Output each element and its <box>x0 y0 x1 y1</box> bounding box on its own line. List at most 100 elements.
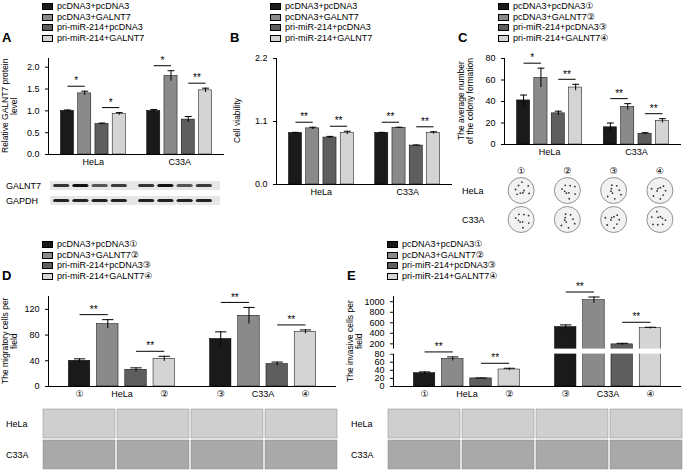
svg-text:④: ④ <box>656 166 664 176</box>
svg-text:**: ** <box>435 341 443 352</box>
svg-text:1.1: 1.1 <box>255 116 268 126</box>
svg-text:1000: 1000 <box>364 297 384 307</box>
svg-text:C33A: C33A <box>6 450 29 460</box>
html-text:pcDNA3+pcDNA3①: pcDNA3+pcDNA3① <box>513 1 594 11</box>
svg-text:C33A: C33A <box>597 389 620 399</box>
svg-text:HeLa: HeLa <box>539 147 561 157</box>
svg-text:C33A: C33A <box>625 147 648 157</box>
svg-text:HeLa: HeLa <box>311 187 333 197</box>
svg-text:**: ** <box>632 311 640 322</box>
svg-text:200: 200 <box>369 339 384 349</box>
svg-text:①: ① <box>76 389 84 399</box>
svg-text:**: ** <box>146 340 154 351</box>
svg-text:400: 400 <box>369 328 384 338</box>
svg-text:1.0: 1.0 <box>27 106 40 116</box>
html-text:pcDNA3+GALNT7: pcDNA3+GALNT7 <box>285 11 359 22</box>
svg-text:③: ③ <box>562 389 570 399</box>
svg-text:**: ** <box>563 69 571 80</box>
svg-text:GAPDH: GAPDH <box>6 196 38 206</box>
html-text:The invasive cells per field: The invasive cells per field <box>344 300 364 382</box>
svg-text:GALNT7: GALNT7 <box>6 181 41 191</box>
svg-text:60: 60 <box>485 75 495 85</box>
html-text:pcDNA3+GALNT7②: pcDNA3+GALNT7② <box>57 249 139 260</box>
svg-text:C33A: C33A <box>252 389 275 399</box>
svg-text:②: ② <box>160 389 168 399</box>
svg-text:2.0: 2.0 <box>27 62 40 72</box>
svg-text:20: 20 <box>374 373 385 384</box>
svg-text:④: ④ <box>646 389 654 399</box>
svg-text:**: ** <box>650 103 658 114</box>
html-text:pri-miR-214+pcDNA3: pri-miR-214+pcDNA3 <box>57 22 143 32</box>
svg-text:**: ** <box>421 116 429 127</box>
html-text:pri-miR-214+GALNT7④: pri-miR-214+GALNT7④ <box>402 270 498 281</box>
html-text:pcDNA3+GALNT7②: pcDNA3+GALNT7② <box>513 11 595 22</box>
svg-text:③: ③ <box>610 166 618 176</box>
svg-text:HeLa: HeLa <box>351 419 373 429</box>
svg-text:600: 600 <box>369 318 384 328</box>
svg-text:1.5: 1.5 <box>27 84 40 94</box>
svg-text:**: ** <box>193 72 201 83</box>
svg-text:④: ④ <box>301 389 309 399</box>
html-text:The average number of the colo: The average number of the colony formati… <box>455 58 475 144</box>
svg-text:C33A: C33A <box>168 157 191 167</box>
svg-text:**: ** <box>300 111 308 122</box>
html-text:pcDNA3+pcDNA3: pcDNA3+pcDNA3 <box>57 1 130 11</box>
svg-text:0: 0 <box>490 139 495 149</box>
svg-text:*: * <box>74 75 78 86</box>
svg-text:**: ** <box>491 352 499 363</box>
svg-text:20: 20 <box>485 118 495 128</box>
html-text:Cell viability: Cell viability <box>232 98 243 144</box>
svg-text:HeLa: HeLa <box>6 419 28 429</box>
svg-text:②: ② <box>505 389 513 399</box>
svg-text:**: ** <box>335 115 343 126</box>
html-text:pri-miR-214+GALNT7④: pri-miR-214+GALNT7④ <box>57 270 153 281</box>
html-text:pcDNA3+GALNT7: pcDNA3+GALNT7 <box>57 11 131 22</box>
svg-text:*: * <box>109 97 113 108</box>
svg-text:40: 40 <box>485 96 495 106</box>
svg-text:40: 40 <box>29 356 39 366</box>
svg-text:40: 40 <box>374 365 385 376</box>
html-text:pcDNA3+GALNT7②: pcDNA3+GALNT7② <box>402 249 484 260</box>
svg-text:80: 80 <box>374 349 384 359</box>
html-text:pri-miR-214+GALNT7④: pri-miR-214+GALNT7④ <box>513 32 609 43</box>
svg-text:0.0: 0.0 <box>255 179 268 189</box>
svg-text:**: ** <box>386 111 394 122</box>
svg-text:*: * <box>160 55 164 66</box>
svg-text:HeLa: HeLa <box>83 157 105 167</box>
svg-text:**: ** <box>90 304 98 315</box>
svg-text:②: ② <box>563 166 571 176</box>
svg-text:0.5: 0.5 <box>27 128 40 138</box>
html-text:Relative GALNT7 protein level: Relative GALNT7 protein level <box>0 58 19 154</box>
svg-text:**: ** <box>287 314 295 325</box>
svg-text:C33A: C33A <box>462 215 485 225</box>
svg-text:800: 800 <box>369 307 384 317</box>
svg-text:0.0: 0.0 <box>27 149 40 159</box>
html-text:C: C <box>458 30 468 45</box>
svg-text:80: 80 <box>485 53 495 63</box>
svg-text:C33A: C33A <box>396 187 419 197</box>
html-text:pri-miR-214+GALNT7: pri-miR-214+GALNT7 <box>57 32 145 43</box>
svg-text:①: ① <box>421 389 429 399</box>
html-text:pri-miR-214+pcDNA3③: pri-miR-214+pcDNA3③ <box>513 22 607 32</box>
svg-text:**: ** <box>615 88 623 99</box>
html-text:The migratory cells per field: The migratory cells per field <box>0 297 19 385</box>
svg-text:①: ① <box>517 166 525 176</box>
svg-text:C33A: C33A <box>351 450 374 460</box>
html-text:pri-miR-214+pcDNA3: pri-miR-214+pcDNA3 <box>285 22 371 32</box>
svg-text:③: ③ <box>217 389 225 399</box>
svg-text:60: 60 <box>374 357 385 368</box>
html-text:B: B <box>230 30 240 45</box>
svg-text:2.2: 2.2 <box>255 53 268 63</box>
svg-text:HeLa: HeLa <box>111 389 133 399</box>
html-text:pri-miR-214+GALNT7: pri-miR-214+GALNT7 <box>285 32 373 43</box>
svg-text:**: ** <box>231 292 239 303</box>
svg-text:80: 80 <box>29 330 39 340</box>
svg-text:**: ** <box>576 281 584 292</box>
svg-text:HeLa: HeLa <box>456 389 478 399</box>
svg-text:*: * <box>530 52 534 63</box>
html-text:pcDNA3+pcDNA3: pcDNA3+pcDNA3 <box>285 1 358 11</box>
html-text:A: A <box>2 30 12 45</box>
svg-text:0: 0 <box>34 381 39 391</box>
svg-text:120: 120 <box>24 304 39 314</box>
svg-text:HeLa: HeLa <box>462 186 484 196</box>
